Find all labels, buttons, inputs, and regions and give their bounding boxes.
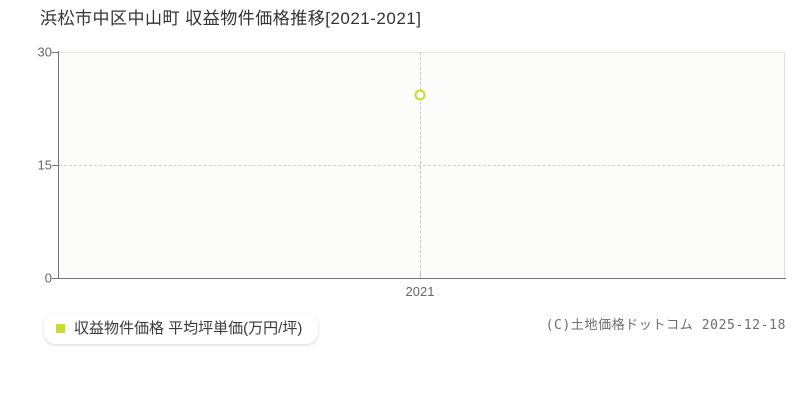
- y-axis-line: [58, 51, 59, 279]
- y-tick-label-0: 0: [44, 270, 52, 286]
- copyright-credit: (C)土地価格ドットコム 2025-12-18: [545, 318, 786, 333]
- chart-title: 浜松市中区中山町 収益物件価格推移[2021-2021]: [40, 9, 422, 28]
- x-tick-label-2021: 2021: [405, 284, 435, 299]
- gridline-horizontal-15: [59, 165, 785, 166]
- y-tick-label-15: 15: [37, 157, 52, 173]
- x-tick-mark-2021: [420, 272, 421, 278]
- y-tick-mark-15: [52, 165, 58, 166]
- x-axis-line: [58, 278, 786, 279]
- legend-item-label: 収益物件価格 平均坪単価(万円/坪): [74, 320, 303, 337]
- chart-legend[interactable]: 収益物件価格 平均坪単価(万円/坪): [44, 313, 319, 344]
- y-tick-label-30: 30: [37, 44, 52, 60]
- legend-swatch-icon: [56, 324, 65, 333]
- y-tick-mark-30: [52, 52, 58, 53]
- gridline-vertical-2021: [420, 52, 421, 278]
- data-point-2021[interactable]: [414, 89, 426, 101]
- y-tick-mark-0: [52, 278, 58, 279]
